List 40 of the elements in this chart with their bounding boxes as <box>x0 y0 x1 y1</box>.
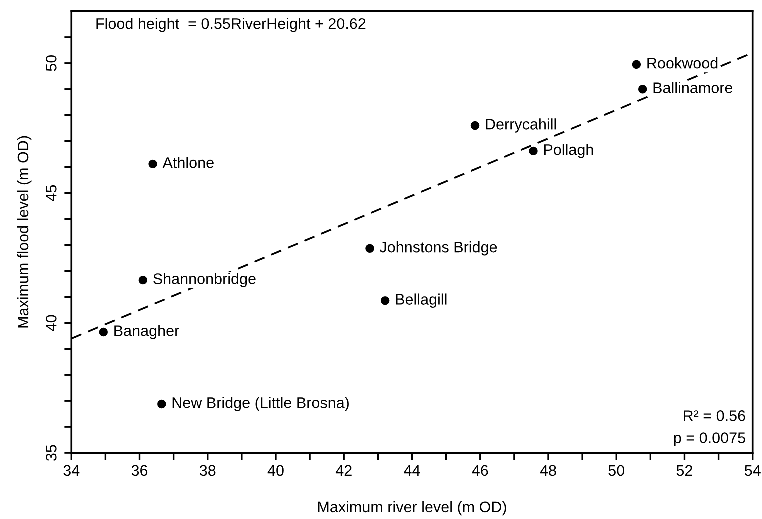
point <box>148 160 158 169</box>
x-tick-label: 48 <box>540 465 556 476</box>
x-tick-label: 44 <box>404 465 420 476</box>
annotation: New Bridge (Little Brosna) <box>172 397 349 412</box>
annotation: Derrycahill <box>486 118 556 133</box>
y-tick-label: 35 <box>46 445 57 461</box>
point <box>366 244 374 253</box>
x-tick-label: 50 <box>608 465 625 476</box>
annotation: Pollagh <box>544 144 594 158</box>
x-tick-label: 34 <box>64 465 80 476</box>
annotation: Ballinamore <box>654 82 733 94</box>
annotation: Flood height = 0.55RiverHeight + 20.62 <box>96 18 366 32</box>
annotation: Shannonbridge <box>154 273 256 288</box>
y-tick-label: 40 <box>46 315 57 332</box>
x-tick-label: 46 <box>472 465 488 476</box>
x-axis-title: Maximum river level (m OD) <box>318 501 506 516</box>
annotation: Athlone <box>162 157 214 168</box>
annotation: R² = 0.56 <box>684 410 746 422</box>
annotation: Rookwood <box>648 58 718 69</box>
annotation: Johnstons Bridge <box>380 242 498 256</box>
point <box>158 400 166 409</box>
annotation: Banagher <box>114 325 180 340</box>
point <box>138 276 148 285</box>
point <box>638 84 648 94</box>
x-tick-label: 42 <box>336 465 352 476</box>
x-tick-label: 52 <box>676 465 692 476</box>
annotation: p = 0.0075 <box>674 432 746 446</box>
x-tick-label: 38 <box>200 465 216 476</box>
point <box>529 146 538 156</box>
y-tick-label: 50 <box>46 55 57 72</box>
point <box>380 296 390 306</box>
y-axis-title: Maximum flood level (m OD) <box>17 136 32 328</box>
point <box>99 328 108 337</box>
x-tick-label: 40 <box>268 465 284 476</box>
annotation: Bellagill <box>396 294 447 308</box>
point <box>632 60 642 70</box>
y-tick-label: 45 <box>46 185 57 202</box>
x-tick-label: 36 <box>132 465 148 476</box>
point <box>470 121 480 130</box>
x-tick-label: 54 <box>744 465 761 476</box>
